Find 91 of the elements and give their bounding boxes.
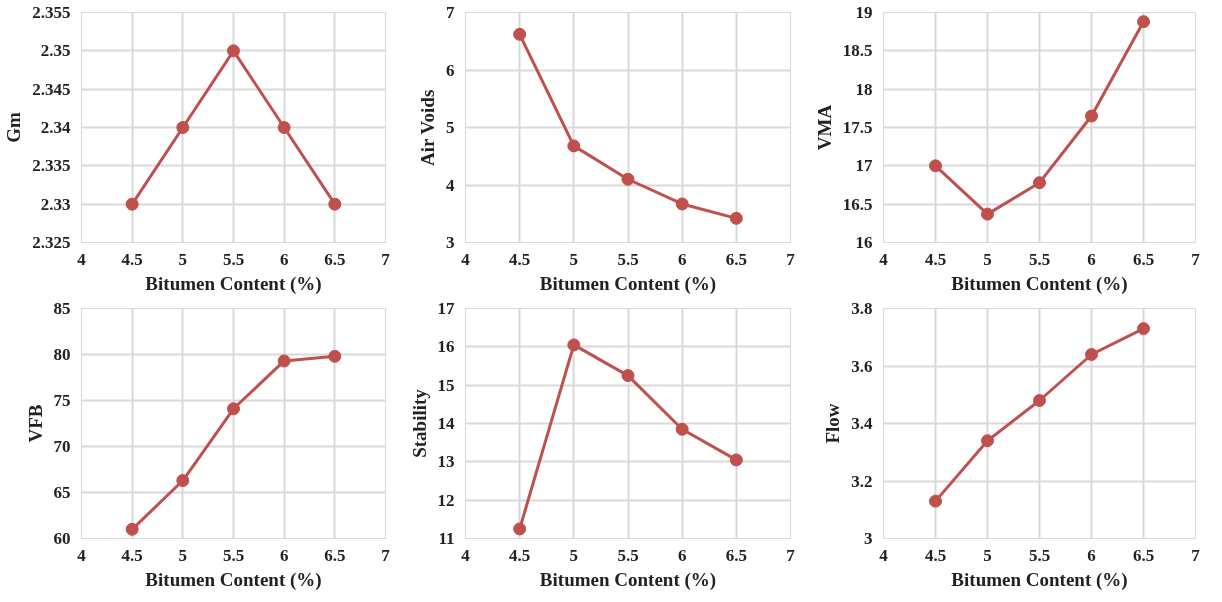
y-tick-label: 3.4 [851, 414, 873, 433]
x-tick-label: 7 [1191, 249, 1201, 269]
x-tick-label: 6 [279, 545, 289, 565]
x-tick-label: 6 [677, 545, 687, 565]
y-tick-label: 16 [437, 337, 455, 357]
x-axis-title: Bitumen Content (%) [145, 568, 322, 591]
y-tick-label: 12 [437, 490, 455, 510]
x-tick-label: 5 [178, 545, 188, 565]
x-tick-label: 4 [77, 545, 87, 565]
y-tick-label: 3.8 [851, 299, 873, 318]
y-tick-label: 17 [437, 299, 455, 318]
y-tick-label: 2.35 [40, 41, 71, 61]
x-tick-label: 4.5 [509, 249, 531, 269]
x-tick-label: 5.5 [617, 545, 639, 565]
y-tick-label: 65 [53, 483, 71, 502]
x-tick-label: 5.5 [1028, 545, 1051, 565]
y-tick-label: 18 [855, 79, 873, 99]
y-tick-label: 18.5 [842, 41, 873, 61]
x-tick-label: 6 [279, 249, 289, 269]
x-tick-label: 6.5 [1132, 249, 1155, 269]
x-tick-label: 5.5 [1028, 249, 1051, 269]
x-tick-label: 6.5 [1132, 545, 1155, 565]
x-tick-label: 4.5 [924, 545, 947, 565]
x-tick-label: 4.5 [121, 545, 143, 565]
x-tick-label: 4 [879, 249, 889, 269]
y-tick-label: 3.2 [851, 471, 873, 491]
x-tick-label: 4 [77, 249, 87, 269]
y-tick-label: 80 [53, 345, 71, 364]
x-axis-title: Bitumen Content (%) [951, 568, 1128, 591]
y-tick-label: 75 [53, 391, 71, 410]
x-tick-label: 7 [786, 249, 796, 269]
y-axis-title: Gm [3, 112, 25, 143]
x-tick-label: 4.5 [121, 249, 143, 269]
x-tick-label: 7 [1191, 545, 1201, 565]
y-axis-title: VFB [24, 404, 46, 443]
x-tick-label: 5.5 [222, 545, 245, 565]
x-tick-label: 5.5 [617, 249, 639, 269]
y-tick-label: 6 [446, 60, 455, 80]
y-tick-label: 16.5 [842, 194, 873, 214]
y-tick-label: 2.335 [32, 156, 71, 176]
y-tick-label: 4 [446, 175, 455, 195]
x-tick-label: 6 [1087, 249, 1096, 269]
x-tick-label: 7 [786, 545, 796, 565]
y-tick-label: 3 [446, 233, 455, 252]
y-tick-label: 70 [53, 437, 71, 456]
x-tick-label: 6.5 [324, 545, 346, 565]
x-tick-label: 7 [381, 249, 391, 269]
y-tick-label: 85 [53, 299, 71, 318]
x-tick-label: 5 [178, 249, 188, 269]
y-tick-label: 2.33 [40, 194, 71, 214]
x-tick-label: 4.5 [924, 249, 947, 269]
y-tick-label: 14 [437, 414, 455, 433]
x-tick-label: 6.5 [324, 249, 346, 269]
y-axis-title: Flow [822, 403, 844, 444]
x-tick-label: 5 [569, 545, 579, 565]
y-tick-label: 2.325 [32, 233, 71, 252]
y-tick-label: 17.5 [842, 118, 873, 137]
x-tick-label: 5 [983, 249, 992, 269]
x-tick-label: 7 [381, 545, 391, 565]
x-axis-title: Bitumen Content (%) [539, 568, 717, 591]
y-axis-title: Air Voids [417, 89, 438, 166]
x-tick-label: 4.5 [509, 545, 531, 565]
y-tick-label: 11 [438, 529, 455, 548]
y-tick-label: 19 [855, 3, 873, 22]
y-tick-label: 2.355 [32, 3, 71, 22]
x-tick-label: 6 [677, 249, 687, 269]
x-tick-label: 5 [983, 545, 992, 565]
x-tick-label: 4 [461, 249, 471, 269]
y-tick-label: 3.6 [851, 356, 873, 376]
y-tick-label: 7 [446, 3, 455, 22]
x-tick-label: 6.5 [725, 249, 747, 269]
x-tick-label: 5 [569, 249, 579, 269]
x-tick-label: 6 [1087, 545, 1096, 565]
y-tick-label: 2.345 [32, 79, 71, 99]
x-axis-title: Bitumen Content (%) [145, 272, 322, 295]
y-tick-label: 15 [437, 375, 455, 395]
x-tick-label: 5.5 [222, 249, 245, 269]
x-tick-label: 4 [879, 545, 889, 565]
x-axis-title: Bitumen Content (%) [539, 272, 717, 295]
y-tick-label: 3 [864, 529, 873, 548]
y-tick-label: 17 [855, 156, 873, 176]
x-tick-label: 4 [461, 545, 471, 565]
y-tick-label: 5 [446, 118, 455, 137]
y-tick-label: 2.34 [40, 118, 71, 137]
y-axis-title: VMA [813, 104, 835, 151]
y-tick-label: 60 [53, 529, 71, 548]
x-axis-title: Bitumen Content (%) [951, 272, 1128, 295]
y-tick-label: 13 [437, 452, 455, 472]
y-tick-label: 16 [855, 233, 873, 252]
x-tick-label: 6.5 [725, 545, 747, 565]
y-axis-title: Stability [408, 388, 430, 458]
